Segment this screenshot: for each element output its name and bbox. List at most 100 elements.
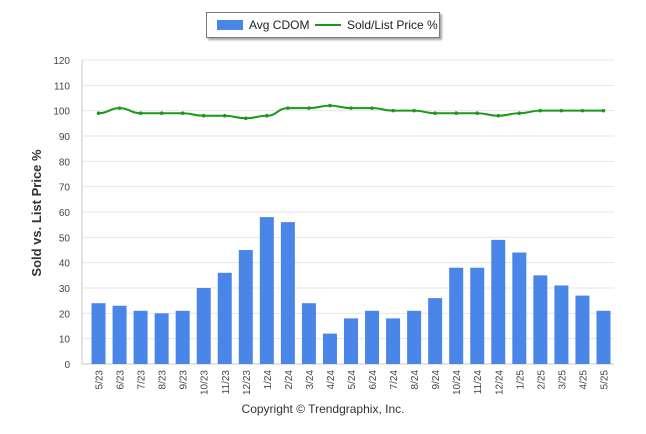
line-point-7-24[interactable] bbox=[391, 108, 395, 113]
bar-6-23[interactable] bbox=[112, 305, 127, 364]
x-tick-label: 12/24 bbox=[494, 370, 505, 395]
x-tick-label: 2/25 bbox=[536, 370, 547, 390]
y-tick-labels: 0 10 20 30 40 50 60 70 80 90 100 110 120 bbox=[53, 56, 70, 371]
line-point-1-24[interactable] bbox=[265, 113, 269, 118]
legend-label-line: Sold/List Price % bbox=[347, 18, 438, 32]
bar-5-23[interactable] bbox=[91, 303, 106, 364]
bar-8-23[interactable] bbox=[154, 313, 169, 364]
x-tick-label: 1/25 bbox=[515, 370, 526, 390]
line-point-3-24[interactable] bbox=[307, 106, 311, 110]
legend-swatch-bar bbox=[217, 20, 243, 30]
line-series bbox=[96, 103, 606, 121]
legend-swatch-line bbox=[315, 24, 341, 26]
x-tick-label: 1/24 bbox=[263, 370, 274, 390]
bar-9-24[interactable] bbox=[428, 298, 443, 364]
line-point-5-25[interactable] bbox=[601, 108, 606, 113]
line-point-2-24[interactable] bbox=[286, 106, 290, 110]
line-point-6-23[interactable] bbox=[117, 106, 122, 110]
bar-3-25[interactable] bbox=[554, 285, 569, 364]
grid-lines bbox=[81, 59, 614, 365]
bar-5-25[interactable] bbox=[596, 310, 611, 364]
x-tick-label: 4/25 bbox=[578, 370, 589, 390]
bar-7-24[interactable] bbox=[386, 318, 401, 364]
x-tick-label: 7/23 bbox=[137, 370, 148, 390]
y-tick-label: 100 bbox=[53, 107, 70, 118]
line-point-8-23[interactable] bbox=[159, 111, 164, 115]
bar-3-24[interactable] bbox=[301, 303, 316, 364]
x-tick-label: 5/25 bbox=[599, 370, 610, 390]
x-tick-label: 10/23 bbox=[200, 370, 211, 395]
x-tick-label: 9/23 bbox=[179, 370, 190, 390]
x-tick-label: 11/24 bbox=[473, 370, 484, 395]
line-point-1-25[interactable] bbox=[517, 111, 522, 115]
line-point-6-24[interactable] bbox=[370, 106, 374, 110]
x-tick-labels: 5/23 6/23 7/23 8/23 9/23 10/23 11/23 12/23 1/24 2… bbox=[95, 370, 611, 395]
line-point-12-24[interactable] bbox=[496, 113, 501, 118]
x-tick-label: 11/23 bbox=[221, 370, 232, 395]
bar-2-25[interactable] bbox=[533, 275, 548, 364]
bar-2-24[interactable] bbox=[280, 222, 295, 364]
bar-5-24[interactable] bbox=[344, 318, 358, 364]
bar-4-24[interactable] bbox=[322, 333, 337, 364]
x-tick-label: 8/23 bbox=[158, 370, 169, 390]
bar-series bbox=[91, 217, 611, 364]
bar-12-23[interactable] bbox=[238, 250, 253, 364]
y-tick-label: 20 bbox=[59, 309, 71, 320]
bar-7-23[interactable] bbox=[133, 310, 148, 364]
x-tick-label: 3/25 bbox=[557, 370, 568, 390]
bar-11-23[interactable] bbox=[217, 272, 232, 364]
x-tick-label: 4/24 bbox=[326, 370, 337, 390]
x-tick-label: 5/24 bbox=[347, 370, 358, 390]
x-tick-label: 6/24 bbox=[368, 370, 379, 390]
line-point-8-24[interactable] bbox=[412, 108, 416, 113]
bar-8-24[interactable] bbox=[407, 310, 422, 364]
line-point-5-23[interactable] bbox=[96, 111, 101, 115]
line-point-5-24[interactable] bbox=[349, 106, 353, 110]
bar-10-24[interactable] bbox=[449, 267, 464, 364]
legend-label-bar: Avg CDOM bbox=[249, 18, 310, 32]
copyright-footer: Copyright © Trendgraphix, Inc. bbox=[241, 402, 405, 416]
bar-10-23[interactable] bbox=[196, 288, 211, 364]
x-tick-label: 2/24 bbox=[284, 370, 295, 390]
y-tick-label: 120 bbox=[53, 56, 70, 67]
legend: Avg CDOM Sold/List Price % bbox=[206, 12, 440, 38]
line-point-11-24[interactable] bbox=[475, 111, 480, 115]
line-point-12-23[interactable] bbox=[244, 116, 248, 121]
bar-12-24[interactable] bbox=[491, 239, 506, 364]
x-tick-label: 8/24 bbox=[410, 370, 421, 390]
x-tick-label: 10/24 bbox=[452, 370, 463, 395]
bar-9-23[interactable] bbox=[175, 310, 190, 364]
line-point-9-24[interactable] bbox=[433, 111, 437, 115]
y-tick-label: 70 bbox=[59, 183, 71, 194]
bar-6-24[interactable] bbox=[365, 310, 380, 364]
line-point-9-23[interactable] bbox=[180, 111, 185, 115]
y-axis-label: Sold vs. List Price % bbox=[29, 149, 44, 277]
bar-4-25[interactable] bbox=[575, 295, 590, 364]
bar-11-24[interactable] bbox=[470, 267, 485, 364]
y-tick-label: 60 bbox=[59, 208, 71, 219]
bar-1-24[interactable] bbox=[259, 217, 274, 364]
y-tick-label: 0 bbox=[64, 360, 70, 371]
y-tick-label: 30 bbox=[59, 284, 71, 295]
line-point-10-24[interactable] bbox=[454, 111, 459, 115]
y-tick-label: 110 bbox=[54, 81, 70, 92]
y-tick-label: 10 bbox=[59, 335, 71, 346]
line-point-3-25[interactable] bbox=[559, 108, 564, 113]
y-tick-label: 80 bbox=[59, 157, 71, 168]
y-tick-label: 50 bbox=[59, 233, 71, 244]
y-tick-label: 40 bbox=[59, 259, 71, 270]
y-tick-label: 90 bbox=[59, 132, 71, 143]
line-point-11-23[interactable] bbox=[222, 113, 227, 118]
line-point-10-23[interactable] bbox=[201, 113, 206, 118]
line-point-2-25[interactable] bbox=[538, 108, 543, 113]
x-tick-label: 7/24 bbox=[389, 370, 400, 390]
x-tick-label: 12/23 bbox=[242, 370, 253, 395]
x-tick-label: 3/24 bbox=[305, 370, 316, 390]
line-point-4-24[interactable] bbox=[328, 103, 332, 108]
x-tick-label: 5/23 bbox=[95, 370, 106, 390]
line-point-4-25[interactable] bbox=[580, 108, 585, 113]
line-point-7-23[interactable] bbox=[138, 111, 143, 115]
bar-1-25[interactable] bbox=[512, 252, 527, 364]
x-tick-label: 9/24 bbox=[431, 370, 442, 390]
